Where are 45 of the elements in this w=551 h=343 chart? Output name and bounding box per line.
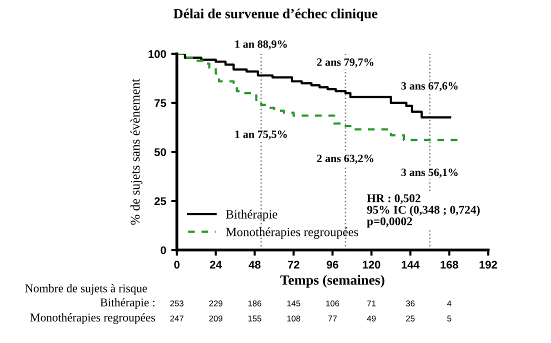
text: 229 bbox=[209, 300, 222, 306]
x-tick-label: 0 bbox=[174, 260, 180, 269]
annotation: 2 ans 63,2% bbox=[317, 154, 374, 164]
y-tick-label: 50 bbox=[154, 148, 166, 156]
y-tick-label: 0 bbox=[160, 246, 166, 254]
y-tick-label: 25 bbox=[154, 197, 166, 206]
annotation: HR : 0,502 95% IC (0,348 ; 0,724) p=0,0002 bbox=[366, 194, 480, 228]
text: Nombre de sujets à risque bbox=[25, 284, 147, 295]
text: 5 bbox=[447, 316, 452, 322]
text: 77 bbox=[328, 316, 337, 322]
text: 106 bbox=[326, 300, 340, 306]
text: Bithérapie : bbox=[100, 298, 154, 309]
annotation: 2 ans 79,7% bbox=[317, 58, 374, 68]
x-tick-label: 120 bbox=[362, 260, 380, 269]
text: 108 bbox=[287, 316, 300, 322]
text: 71 bbox=[367, 300, 376, 306]
text: 4 bbox=[447, 300, 452, 306]
text: 186 bbox=[248, 300, 262, 306]
x-tick-label: 72 bbox=[288, 260, 300, 269]
y-tick-label: 75 bbox=[154, 99, 166, 108]
text: 25 bbox=[406, 316, 415, 322]
text: 209 bbox=[209, 316, 222, 322]
annotation: 1 an 75,5% bbox=[235, 130, 287, 140]
annotation: 1 an 88,9% bbox=[235, 40, 287, 50]
x-tick-label: 192 bbox=[480, 260, 498, 269]
x-tick-label: 24 bbox=[210, 260, 222, 269]
text: Monothérapies regroupées bbox=[30, 313, 155, 324]
text: 155 bbox=[248, 316, 262, 322]
legend-label: Monothérapies regroupées bbox=[226, 227, 358, 239]
text: 36 bbox=[406, 300, 415, 306]
annotation: 3 ans 67,6% bbox=[401, 82, 458, 92]
text: 145 bbox=[287, 300, 300, 306]
text: 49 bbox=[367, 316, 376, 322]
text: 253 bbox=[170, 300, 184, 306]
text: 247 bbox=[170, 316, 184, 322]
x-tick-label: 48 bbox=[248, 260, 261, 269]
x-tick-label: 96 bbox=[326, 260, 338, 269]
x-axis-title: Temps (semaines) bbox=[280, 274, 384, 288]
y-tick-label: 100 bbox=[148, 50, 166, 58]
x-tick-label: 144 bbox=[402, 260, 420, 269]
x-tick-label: 168 bbox=[440, 260, 458, 269]
annotation: 3 ans 56,1% bbox=[401, 168, 458, 178]
y-axis-title: % de sujets sans évènement bbox=[130, 78, 142, 225]
legend-label: Bithérapie bbox=[226, 210, 278, 222]
chart-title: Délai de survenue d’échec clinique bbox=[174, 8, 378, 22]
